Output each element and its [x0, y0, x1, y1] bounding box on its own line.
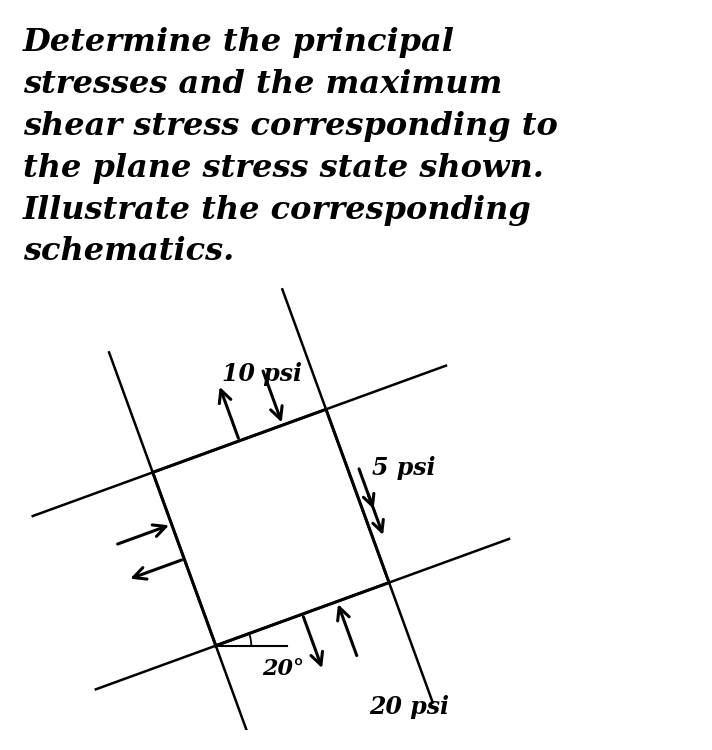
- Text: 5 psi: 5 psi: [372, 455, 435, 479]
- Text: 10 psi: 10 psi: [222, 362, 302, 386]
- Text: 20 psi: 20 psi: [370, 695, 449, 719]
- Text: 20°: 20°: [262, 658, 304, 680]
- Text: Determine the principal
stresses and the maximum
shear stress corresponding to
t: Determine the principal stresses and the…: [23, 28, 557, 268]
